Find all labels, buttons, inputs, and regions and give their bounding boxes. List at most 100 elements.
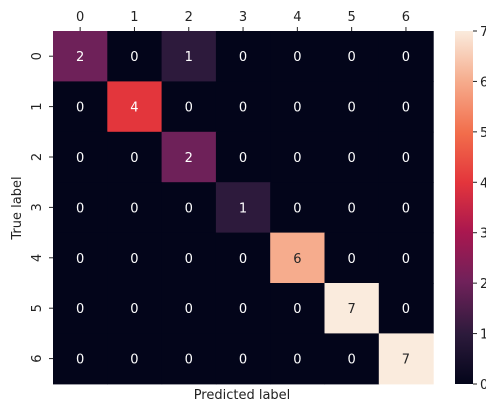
heatmap-cell (270, 182, 326, 234)
cell-value-label: 0 (293, 353, 301, 368)
heatmap-cell (107, 182, 163, 234)
colorbar-gradient (455, 31, 473, 384)
heatmap-cell (215, 131, 271, 183)
colorbar-tick-label: 2 (480, 277, 486, 292)
cell-value-label: 0 (130, 302, 138, 317)
y-axis-label: True label (10, 176, 25, 240)
cell-value-label: 0 (293, 302, 301, 317)
heatmap-cell (324, 232, 380, 284)
colorbar-tick-label: 7 (480, 25, 486, 40)
heatmap-cell (53, 81, 108, 133)
cell-value-label: 0 (130, 252, 138, 267)
cell-value-label: 0 (402, 151, 410, 166)
cell-value-label: 0 (348, 353, 356, 368)
cell-value-label: 0 (402, 252, 410, 267)
heatmap-cell (107, 31, 163, 82)
cell-value-label: 0 (76, 201, 84, 216)
heatmap-cell (215, 182, 271, 234)
cell-value-label: 2 (185, 151, 193, 166)
y-tick-label: 2 (30, 153, 45, 161)
heatmap-cell (270, 131, 326, 183)
cell-value-label: 0 (130, 50, 138, 65)
heatmap-cell (107, 232, 163, 284)
heatmap-cell (161, 333, 217, 385)
heatmap-cell (324, 81, 380, 133)
cell-value-label: 0 (185, 252, 193, 267)
heatmap-cells: 2 0 1 0 0 0 0 0 4 0 0 0 0 0 0 0 2 0 0 0 0 0 0 0 1 0 0 0 0 0 0 0 6 0 0 0 0 0 0 0… (53, 31, 434, 385)
heatmap-cell (378, 232, 434, 284)
colorbar-tick-label: 6 (480, 75, 486, 90)
heatmap-cell (53, 283, 108, 334)
heatmap-cell (53, 131, 108, 183)
heatmap-cell (107, 283, 163, 334)
heatmap-cell (161, 232, 217, 284)
cell-value-label: 0 (348, 252, 356, 267)
cell-value-label: 0 (185, 302, 193, 317)
cell-value-label: 0 (76, 151, 84, 166)
cell-value-label: 0 (76, 353, 84, 368)
heatmap-cell (324, 31, 380, 82)
cell-value-label: 0 (76, 302, 84, 317)
y-tick-labels: 0 1 2 3 4 5 6 (30, 52, 53, 363)
heatmap-cell (107, 333, 163, 385)
cell-value-label: 0 (130, 353, 138, 368)
cell-value-label: 0 (76, 252, 84, 267)
cell-value-label: 2 (76, 50, 84, 65)
heatmap-cell (161, 31, 217, 82)
cell-value-label: 7 (402, 353, 410, 368)
cell-value-label: 0 (348, 101, 356, 116)
x-tick-label: 2 (185, 10, 193, 25)
heatmap-cell (215, 81, 271, 133)
cell-value-label: 0 (239, 50, 247, 65)
heatmap-cell (378, 81, 434, 133)
cell-value-label: 0 (76, 101, 84, 116)
heatmap-cell (378, 131, 434, 183)
cell-value-label: 0 (293, 101, 301, 116)
colorbar-tick-label: 3 (480, 227, 486, 242)
heatmap-cell (270, 232, 326, 284)
cell-value-label: 0 (402, 201, 410, 216)
heatmap-cell (107, 81, 163, 133)
y-tick-label: 4 (30, 254, 45, 262)
heatmap-cell (324, 131, 380, 183)
heatmap-cell (324, 333, 380, 385)
cell-value-label: 1 (239, 201, 247, 216)
colorbar: 0 1 2 3 4 5 6 7 (455, 25, 486, 393)
heatmap-cell (270, 81, 326, 133)
y-tick-label: 5 (30, 304, 45, 312)
heatmap-cell (215, 31, 271, 82)
cell-value-label: 0 (348, 151, 356, 166)
heatmap-cell (378, 182, 434, 234)
heatmap-cell (161, 283, 217, 334)
heatmap-cell (378, 283, 434, 334)
colorbar-tick-label: 5 (480, 126, 486, 141)
cell-value-label: 0 (239, 302, 247, 317)
cell-value-label: 0 (293, 201, 301, 216)
x-tick-label: 1 (130, 10, 138, 25)
heatmap-cell (53, 31, 108, 82)
heatmap-cell (324, 182, 380, 234)
heatmap-cell (161, 182, 217, 234)
x-tick-labels: 0 1 2 3 4 5 6 (76, 10, 410, 31)
heatmap-cell (53, 232, 108, 284)
cell-value-label: 7 (348, 302, 356, 317)
x-axis-label: Predicted label (194, 388, 291, 403)
heatmap-cell (53, 182, 108, 234)
heatmap-cell (107, 131, 163, 183)
heatmap-cell (161, 81, 217, 133)
x-tick-label: 6 (402, 10, 410, 25)
cell-value-label: 0 (239, 151, 247, 166)
colorbar-tick-label: 4 (480, 176, 486, 191)
heatmap-cell (270, 283, 326, 334)
y-tick-label: 6 (30, 354, 45, 362)
cell-value-label: 0 (185, 101, 193, 116)
y-tick-label: 0 (30, 52, 45, 60)
cell-value-label: 0 (293, 151, 301, 166)
x-tick-label: 5 (348, 10, 356, 25)
cell-value-label: 0 (293, 50, 301, 65)
heatmap-cell (270, 31, 326, 82)
heatmap-cell (215, 283, 271, 334)
cell-value-label: 0 (402, 50, 410, 65)
heatmap-cell (270, 333, 326, 385)
